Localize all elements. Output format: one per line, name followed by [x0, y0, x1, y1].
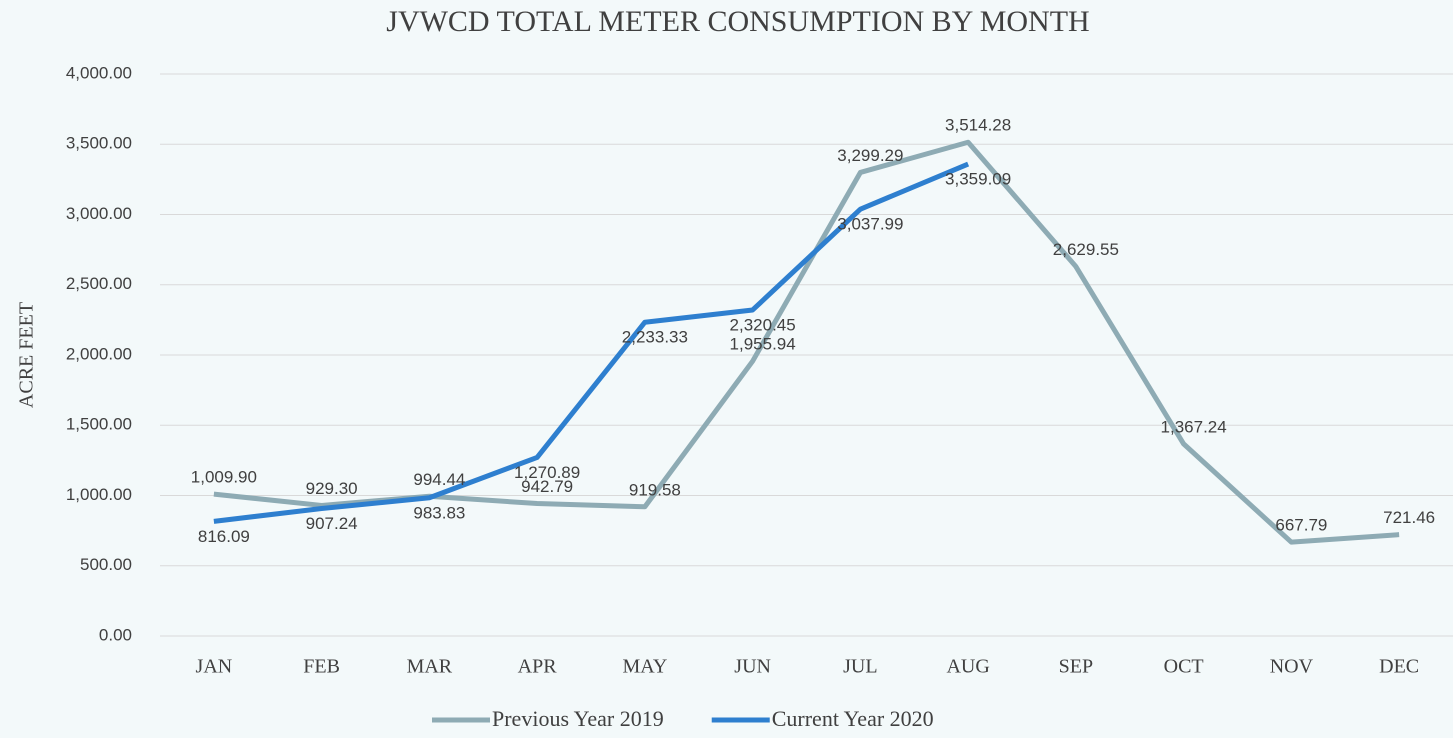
x-tick-label: OCT — [1164, 656, 1204, 678]
data-label: 1,955.94 — [730, 335, 796, 354]
y-tick-label: 0.00 — [99, 625, 132, 644]
data-label: 3,299.29 — [837, 146, 903, 165]
x-tick-label: DEC — [1379, 656, 1419, 678]
x-tick-label: MAY — [622, 656, 667, 678]
data-label: 942.79 — [521, 477, 573, 496]
y-tick-label: 2,500.00 — [66, 274, 132, 293]
data-label: 1,009.90 — [191, 468, 257, 487]
data-label: 1,367.24 — [1161, 417, 1227, 436]
data-label: 983.83 — [413, 503, 465, 522]
data-label: 994.44 — [413, 470, 465, 489]
data-label: 3,514.28 — [945, 116, 1011, 135]
data-label: 919.58 — [629, 480, 681, 499]
series-line — [213, 161, 970, 524]
x-tick-label: NOV — [1270, 656, 1314, 678]
chart-title: JVWCD TOTAL METER CONSUMPTION BY MONTH — [386, 5, 1089, 38]
x-tick-label: MAR — [407, 656, 453, 678]
data-label: 929.30 — [306, 479, 358, 498]
data-label: 1,270.89 — [514, 463, 580, 482]
y-axis-label: ACRE FEET — [16, 302, 38, 408]
legend-label: Current Year 2020 — [772, 706, 934, 731]
x-tick-label: SEP — [1059, 656, 1093, 678]
data-label: 2,629.55 — [1053, 240, 1119, 259]
y-tick-label: 1,500.00 — [66, 415, 132, 434]
data-label: 667.79 — [1275, 516, 1327, 535]
y-tick-label: 2,000.00 — [66, 344, 132, 363]
data-label: 3,359.09 — [945, 170, 1011, 189]
data-label: 816.09 — [198, 527, 250, 546]
x-tick-label: JUL — [843, 656, 877, 678]
legend-label: Previous Year 2019 — [492, 706, 664, 731]
data-label: 3,037.99 — [837, 215, 903, 234]
y-tick-label: 3,000.00 — [66, 204, 132, 223]
x-tick-label: JUN — [734, 656, 771, 678]
y-tick-label: 1,000.00 — [66, 485, 132, 504]
y-tick-label: 3,500.00 — [66, 134, 132, 153]
data-label: 2,233.33 — [622, 328, 688, 347]
y-tick-label: 500.00 — [80, 555, 132, 574]
x-tick-label: AUG — [946, 656, 989, 678]
data-label: 2,320.45 — [730, 315, 796, 334]
x-tick-label: FEB — [303, 656, 340, 678]
x-tick-label: JAN — [196, 656, 233, 678]
data-label: 907.24 — [306, 514, 358, 533]
data-label: 721.46 — [1383, 508, 1435, 527]
y-tick-label: 4,000.00 — [66, 63, 132, 82]
x-tick-label: APR — [518, 656, 558, 678]
